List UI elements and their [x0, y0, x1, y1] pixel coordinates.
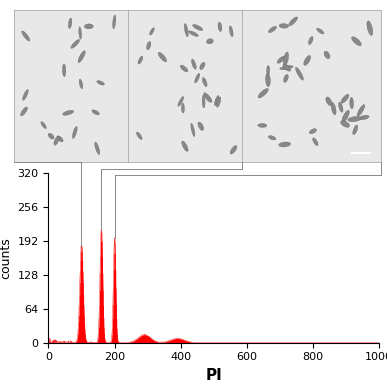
Ellipse shape: [367, 21, 373, 35]
Ellipse shape: [79, 27, 82, 39]
Ellipse shape: [218, 22, 222, 32]
Ellipse shape: [339, 102, 343, 112]
Ellipse shape: [284, 74, 288, 82]
Ellipse shape: [41, 122, 46, 129]
Ellipse shape: [182, 103, 185, 113]
Ellipse shape: [48, 133, 54, 139]
Ellipse shape: [200, 62, 205, 70]
Ellipse shape: [216, 97, 221, 107]
Ellipse shape: [324, 51, 330, 59]
Ellipse shape: [357, 104, 365, 116]
Ellipse shape: [283, 52, 289, 66]
Ellipse shape: [184, 23, 188, 37]
Ellipse shape: [78, 51, 85, 63]
Ellipse shape: [72, 126, 77, 139]
Ellipse shape: [326, 97, 332, 105]
Ellipse shape: [138, 56, 143, 64]
Ellipse shape: [182, 141, 188, 151]
Ellipse shape: [289, 17, 298, 26]
Ellipse shape: [63, 110, 74, 115]
Ellipse shape: [202, 95, 205, 108]
Ellipse shape: [62, 64, 66, 77]
Ellipse shape: [137, 132, 142, 140]
Ellipse shape: [202, 77, 207, 87]
Ellipse shape: [192, 59, 196, 69]
X-axis label: PI: PI: [205, 368, 222, 383]
Ellipse shape: [258, 124, 267, 127]
Ellipse shape: [22, 31, 30, 41]
Ellipse shape: [353, 125, 358, 135]
Ellipse shape: [95, 142, 100, 154]
Ellipse shape: [341, 121, 350, 127]
Ellipse shape: [296, 67, 303, 80]
Ellipse shape: [267, 65, 270, 75]
Ellipse shape: [178, 96, 184, 106]
Ellipse shape: [229, 26, 233, 37]
Ellipse shape: [54, 136, 59, 145]
Ellipse shape: [279, 142, 291, 147]
Ellipse shape: [283, 64, 291, 71]
Ellipse shape: [268, 136, 276, 140]
Ellipse shape: [313, 138, 318, 146]
Ellipse shape: [308, 37, 313, 45]
Ellipse shape: [359, 115, 369, 120]
Ellipse shape: [149, 28, 154, 35]
Ellipse shape: [265, 73, 271, 87]
Ellipse shape: [348, 116, 361, 122]
Ellipse shape: [269, 26, 277, 33]
Ellipse shape: [317, 28, 324, 34]
Ellipse shape: [342, 110, 349, 123]
Ellipse shape: [191, 123, 195, 137]
Ellipse shape: [57, 136, 63, 142]
Ellipse shape: [280, 65, 293, 70]
Ellipse shape: [68, 18, 72, 28]
Ellipse shape: [180, 65, 188, 72]
Ellipse shape: [158, 52, 167, 62]
Ellipse shape: [309, 129, 317, 134]
Y-axis label: counts: counts: [0, 237, 12, 279]
Ellipse shape: [193, 25, 203, 30]
Ellipse shape: [97, 80, 104, 85]
Ellipse shape: [350, 97, 354, 109]
Ellipse shape: [331, 102, 336, 115]
Ellipse shape: [92, 110, 99, 115]
Ellipse shape: [21, 107, 27, 116]
Ellipse shape: [279, 23, 289, 28]
Ellipse shape: [258, 89, 268, 98]
Ellipse shape: [204, 93, 212, 102]
Ellipse shape: [198, 122, 204, 131]
Ellipse shape: [214, 95, 219, 106]
Ellipse shape: [71, 39, 80, 49]
Ellipse shape: [79, 79, 83, 89]
Ellipse shape: [230, 146, 237, 154]
Ellipse shape: [84, 24, 93, 29]
Ellipse shape: [113, 15, 116, 29]
Ellipse shape: [304, 55, 311, 65]
Ellipse shape: [188, 31, 199, 37]
Ellipse shape: [341, 94, 349, 103]
Ellipse shape: [195, 74, 200, 83]
Ellipse shape: [277, 56, 285, 63]
Ellipse shape: [351, 37, 361, 46]
Ellipse shape: [147, 41, 151, 50]
Ellipse shape: [206, 39, 213, 44]
Ellipse shape: [22, 89, 28, 100]
